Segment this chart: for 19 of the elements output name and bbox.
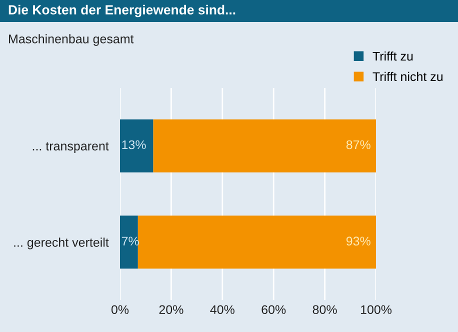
legend-label: Trifft zu — [372, 51, 413, 61]
bar — [138, 216, 376, 269]
y-tick-label: ... gerecht verteilt — [14, 238, 109, 250]
x-tick-label: 60% — [262, 305, 286, 314]
y-tick-label: ... transparent — [32, 142, 109, 153]
chart-subtitle: Maschinenbau gesamt — [9, 34, 134, 46]
legend-label: Trifft nicht zu — [372, 72, 442, 82]
x-tick-label: 0% — [111, 305, 129, 314]
bar — [120, 216, 138, 269]
data-label: 93% — [346, 236, 370, 246]
x-tick-label: 100% — [360, 305, 392, 314]
data-label: 13% — [122, 140, 146, 150]
bar — [153, 119, 376, 172]
x-tick-label: 20% — [159, 305, 184, 314]
bar — [120, 119, 154, 172]
x-tick-label: 40% — [210, 305, 234, 314]
chart-title: Die Kosten der Energiewende sind... — [8, 4, 236, 18]
data-label: 87% — [346, 140, 370, 150]
x-tick-label: 80% — [312, 305, 337, 314]
